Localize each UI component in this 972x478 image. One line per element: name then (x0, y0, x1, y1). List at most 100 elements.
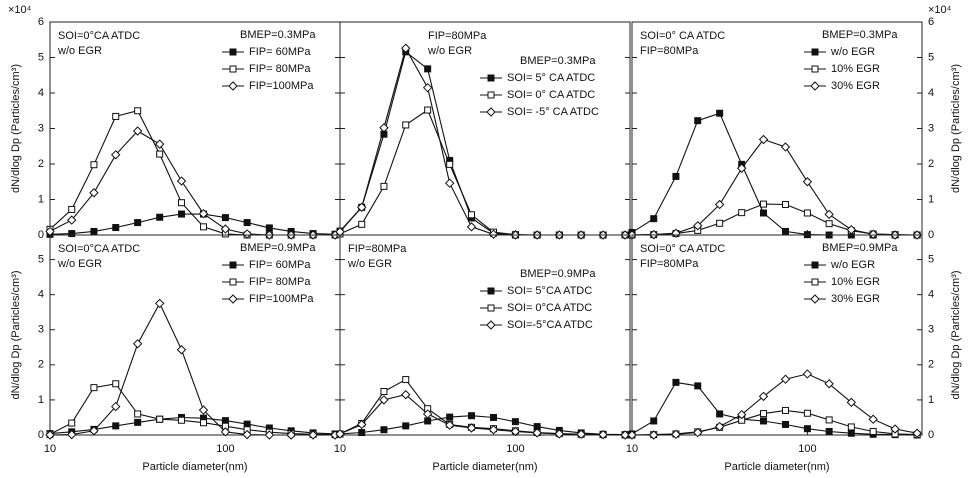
marker (780, 142, 791, 152)
y-axis-label: dN/dlog Dp (Particles/cm³) (10, 64, 22, 193)
y-axis-label: dN/dlog Dp (Particles/cm³) (950, 271, 962, 400)
marker (154, 139, 165, 149)
y-tick-label: 5 (38, 253, 44, 265)
legend-label: FIP= 60MPa (249, 46, 311, 58)
marker (672, 378, 680, 386)
marker (178, 416, 186, 424)
y-tick-label: 4 (38, 87, 44, 99)
marker (846, 224, 857, 235)
legend-marker (487, 74, 495, 82)
marker (714, 421, 725, 432)
marker (781, 200, 789, 208)
marker (111, 150, 121, 160)
legend-title: BMEP=0.3MPa (240, 29, 316, 41)
legend-label: 10% EGR (831, 276, 880, 288)
legend-marker (811, 278, 819, 286)
annotation: SOI=0°CA ATDC (58, 30, 140, 42)
annotation: SOI=0°CA ATDC (58, 243, 140, 255)
marker (824, 209, 834, 220)
legend-marker (810, 294, 820, 304)
x-tick-label: 10 (44, 443, 56, 455)
plot-frame (339, 234, 631, 436)
y-tick-label: 1 (38, 193, 44, 205)
series-line (49, 130, 336, 236)
marker (380, 182, 388, 190)
marker (760, 417, 768, 425)
marker (868, 414, 878, 424)
y-tick-label: 1 (38, 394, 44, 406)
marker (598, 429, 608, 440)
marker (466, 423, 477, 433)
marker (221, 417, 229, 425)
legend-label: SOI= 0°CA ATDC (507, 302, 592, 314)
x-axis-label: Particle diameter(nm) (142, 461, 247, 473)
legend-label: FIP= 80MPa (249, 276, 311, 288)
marker (650, 417, 658, 425)
marker (176, 345, 187, 355)
marker (760, 209, 768, 217)
marker (132, 339, 143, 349)
marker (45, 430, 55, 440)
marker (760, 200, 768, 208)
series-line (631, 138, 918, 236)
y-tick-label: 3 (928, 324, 934, 336)
legend-label: w/o EGR (830, 259, 875, 271)
marker (468, 211, 476, 219)
x-tick-label: 10 (626, 443, 638, 455)
annotation: w/o EGR (57, 258, 102, 270)
marker (401, 43, 411, 53)
legend-title: BMEP=0.9MPa (240, 242, 316, 254)
marker (156, 213, 164, 221)
marker (825, 427, 833, 435)
marker (576, 429, 586, 440)
y-axis-label: dN/dlog Dp (Particles/cm³) (950, 64, 962, 193)
marker (716, 410, 724, 418)
marker (422, 409, 433, 419)
marker (716, 219, 724, 227)
marker (90, 227, 98, 235)
marker (132, 126, 143, 136)
marker (221, 214, 229, 222)
legend-marker (486, 320, 496, 330)
marker (402, 376, 410, 384)
y-tick-label: 4 (928, 87, 934, 99)
series-line (49, 383, 336, 436)
y-tick-label: 5 (928, 253, 934, 265)
marker (67, 215, 77, 225)
x-axis-label: Particle diameter(nm) (724, 461, 829, 473)
marker (511, 418, 519, 426)
x-axis-label: Particle diameter(nm) (432, 461, 537, 473)
annotation: FIP=80MPa (428, 30, 487, 42)
legend-label: 30% EGR (831, 293, 880, 305)
marker (627, 430, 637, 440)
marker (738, 209, 746, 217)
annotation: FIP=80MPa (348, 243, 407, 255)
legend-marker (229, 48, 237, 56)
legend-marker (811, 65, 819, 73)
y-multiplier: ×10⁴ (8, 4, 32, 16)
marker (620, 430, 630, 440)
marker (444, 420, 455, 430)
marker (380, 387, 388, 395)
marker (825, 416, 833, 424)
legend-label: FIP= 80MPa (249, 63, 311, 75)
marker (134, 219, 142, 227)
marker (760, 410, 768, 418)
marker (803, 209, 811, 217)
marker (488, 229, 499, 239)
marker (649, 430, 659, 440)
marker (402, 422, 410, 430)
marker (358, 220, 366, 228)
annotation: SOI=0° CA ATDC (640, 30, 725, 42)
legend-title: BMEP=0.9MPa (520, 268, 596, 280)
marker (694, 117, 702, 125)
y-tick-label: 0 (38, 229, 44, 241)
marker (242, 229, 252, 239)
marker (90, 384, 98, 392)
legend-label: FIP=100MPa (249, 293, 314, 305)
legend-marker (487, 91, 495, 99)
series-line (631, 381, 918, 436)
marker (112, 422, 120, 430)
marker (693, 221, 703, 231)
marker (444, 178, 455, 188)
